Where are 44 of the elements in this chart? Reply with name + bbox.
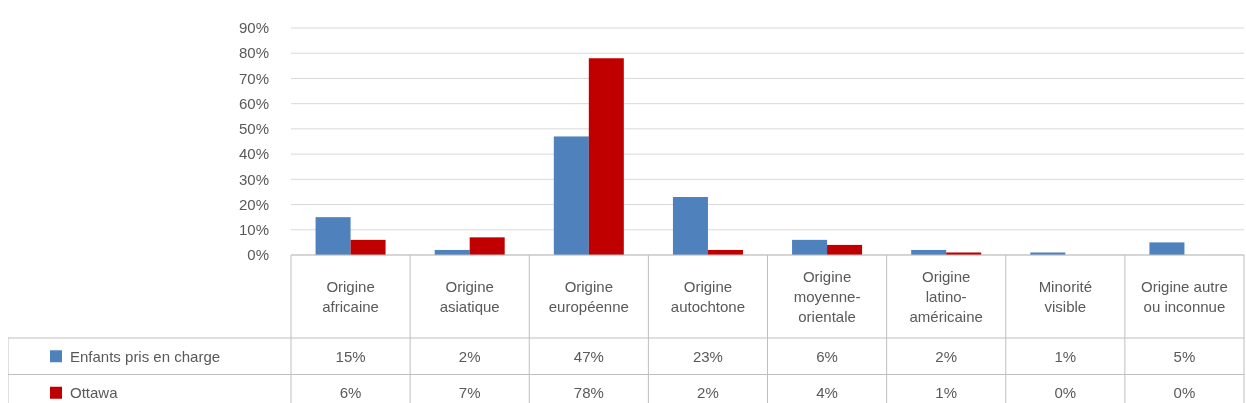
y-tick-label: 90%: [238, 19, 269, 37]
y-tick-label: 0%: [247, 246, 269, 264]
data-label: 2%: [935, 347, 958, 365]
bar: [469, 237, 505, 255]
x-tick-label: Origine autochtone: [670, 277, 746, 315]
x-tick-label: Origine autre ou inconnue: [1141, 277, 1228, 315]
bar: [792, 239, 828, 255]
data-label: 78%: [573, 384, 604, 401]
data-label: 5%: [1173, 347, 1196, 365]
data-label: 0%: [1054, 384, 1077, 401]
data-label: 2%: [458, 347, 481, 365]
y-tick-label: 80%: [238, 44, 269, 62]
bar: [672, 196, 708, 255]
data-label: 47%: [573, 347, 604, 365]
x-tick-label: Origine asiatique: [439, 277, 500, 315]
y-tick-label: 50%: [238, 120, 269, 138]
x-tick-label: Origine latino-américaine: [909, 267, 983, 325]
bar: [1149, 242, 1185, 255]
x-tick-label: Origine moyenne-orientale: [793, 267, 861, 325]
x-tick-label: Origine africaine: [322, 277, 379, 315]
bar: [553, 136, 589, 255]
data-label: 2%: [697, 384, 719, 401]
y-tick-label: 10%: [238, 221, 269, 239]
data-label: 0%: [1173, 384, 1196, 401]
x-tick-label: Origine européenne: [548, 277, 629, 315]
data-label: 1%: [935, 384, 958, 401]
legend-label: Ottawa: [70, 384, 119, 401]
y-tick-label: 40%: [238, 145, 269, 163]
bar: [588, 58, 624, 255]
data-label: 23%: [692, 347, 723, 365]
data-label: 6%: [816, 347, 838, 365]
x-tick-label: Minorité visible: [1038, 277, 1092, 315]
y-tick-label: 70%: [238, 69, 269, 87]
data-label: 7%: [458, 384, 481, 401]
y-tick-label: 20%: [238, 195, 269, 213]
y-tick-label: 60%: [238, 94, 269, 112]
data-label: 1%: [1054, 347, 1077, 365]
data-label: 6%: [339, 384, 362, 401]
data-label: 15%: [335, 347, 366, 365]
bar: [315, 217, 351, 255]
bar: [350, 239, 386, 255]
legend-label: Enfants pris en charge: [70, 347, 221, 365]
y-tick-label: 30%: [238, 170, 269, 188]
data-label: 4%: [816, 384, 838, 401]
